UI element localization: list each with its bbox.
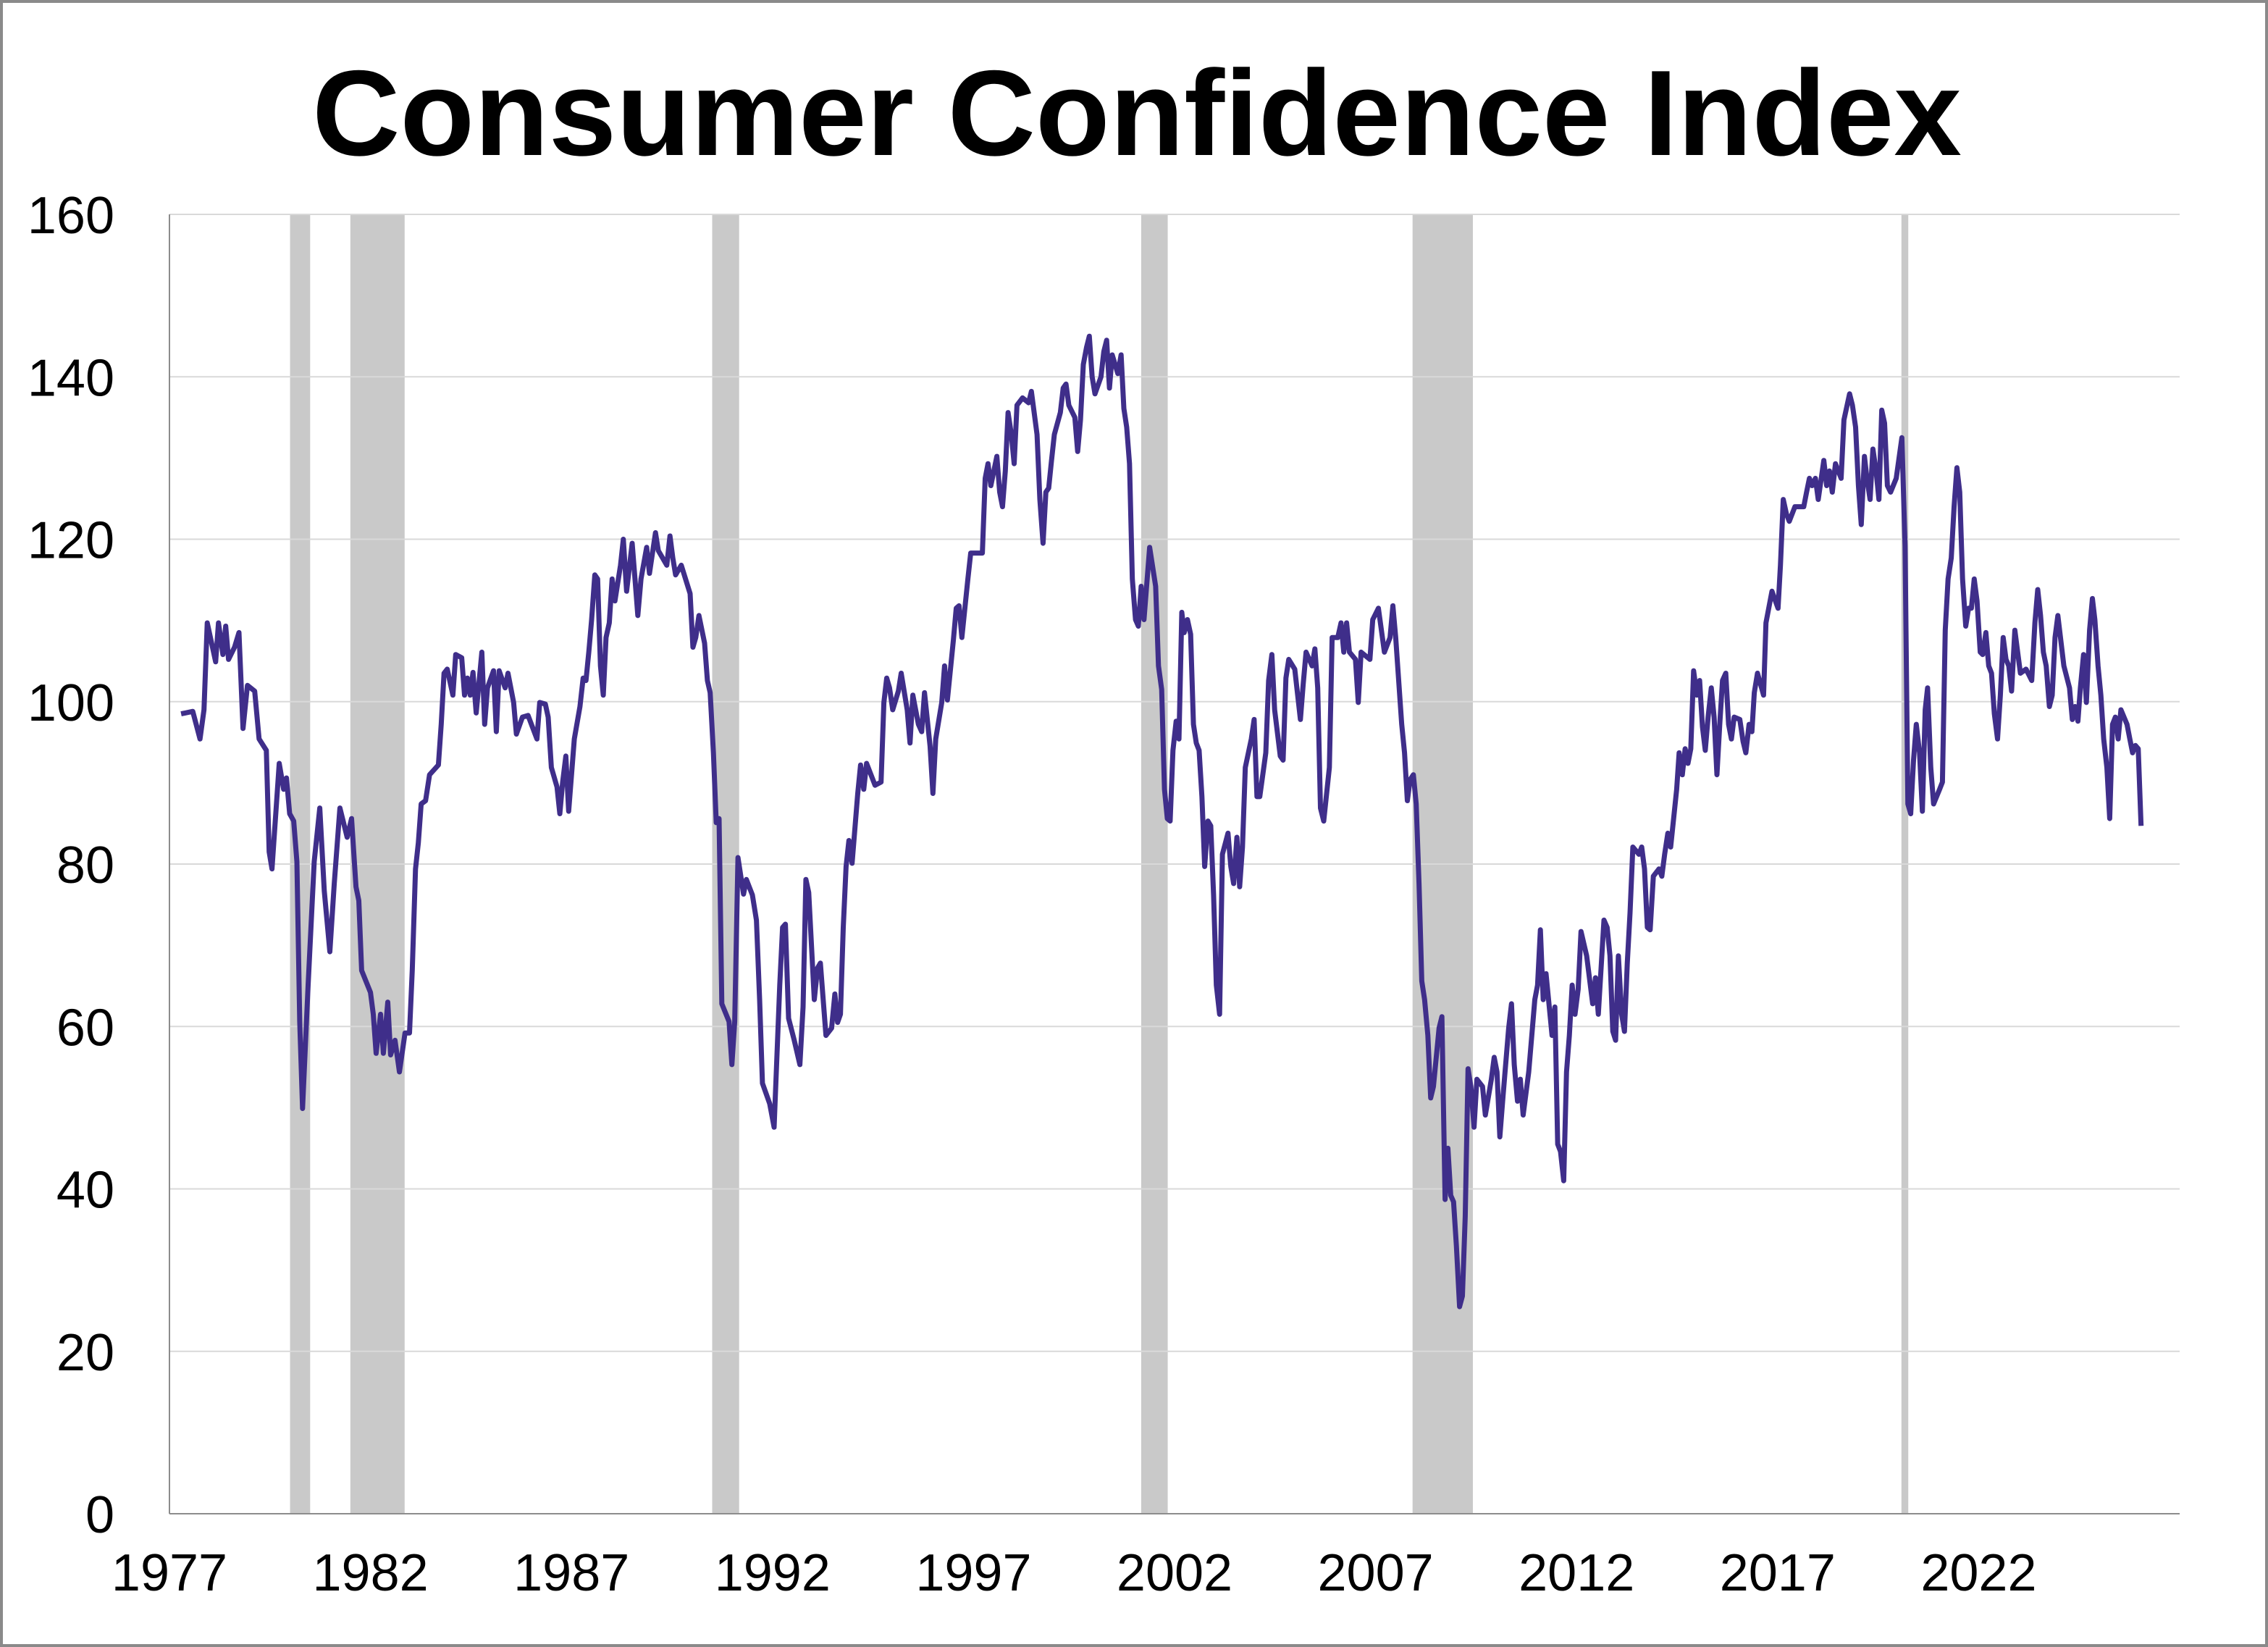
y-tick-label: 120 [28, 512, 114, 570]
x-tick-label: 1982 [313, 1544, 429, 1602]
chart-title: Consumer Confidence Index [312, 45, 1962, 181]
y-tick-label: 20 [56, 1324, 114, 1382]
x-tick-label: 1987 [513, 1544, 629, 1602]
x-tick-label: 1977 [112, 1544, 227, 1602]
y-tick-label: 100 [28, 674, 114, 732]
x-tick-label: 2022 [1920, 1544, 2036, 1602]
y-tick-label: 0 [85, 1486, 114, 1544]
y-tick-label: 60 [56, 999, 114, 1057]
y-tick-label: 160 [28, 187, 114, 245]
x-tick-label: 2017 [1720, 1544, 1836, 1602]
y-tick-label: 80 [56, 837, 114, 894]
x-tick-label: 1992 [715, 1544, 831, 1602]
x-tick-label: 2007 [1318, 1544, 1434, 1602]
x-tick-label: 1997 [915, 1544, 1031, 1602]
x-tick-label: 2012 [1519, 1544, 1634, 1602]
y-tick-label: 40 [56, 1162, 114, 1220]
x-tick-label: 2002 [1117, 1544, 1232, 1602]
series-line-consumer-confidence [180, 333, 2144, 1309]
y-tick-label: 140 [28, 349, 114, 407]
